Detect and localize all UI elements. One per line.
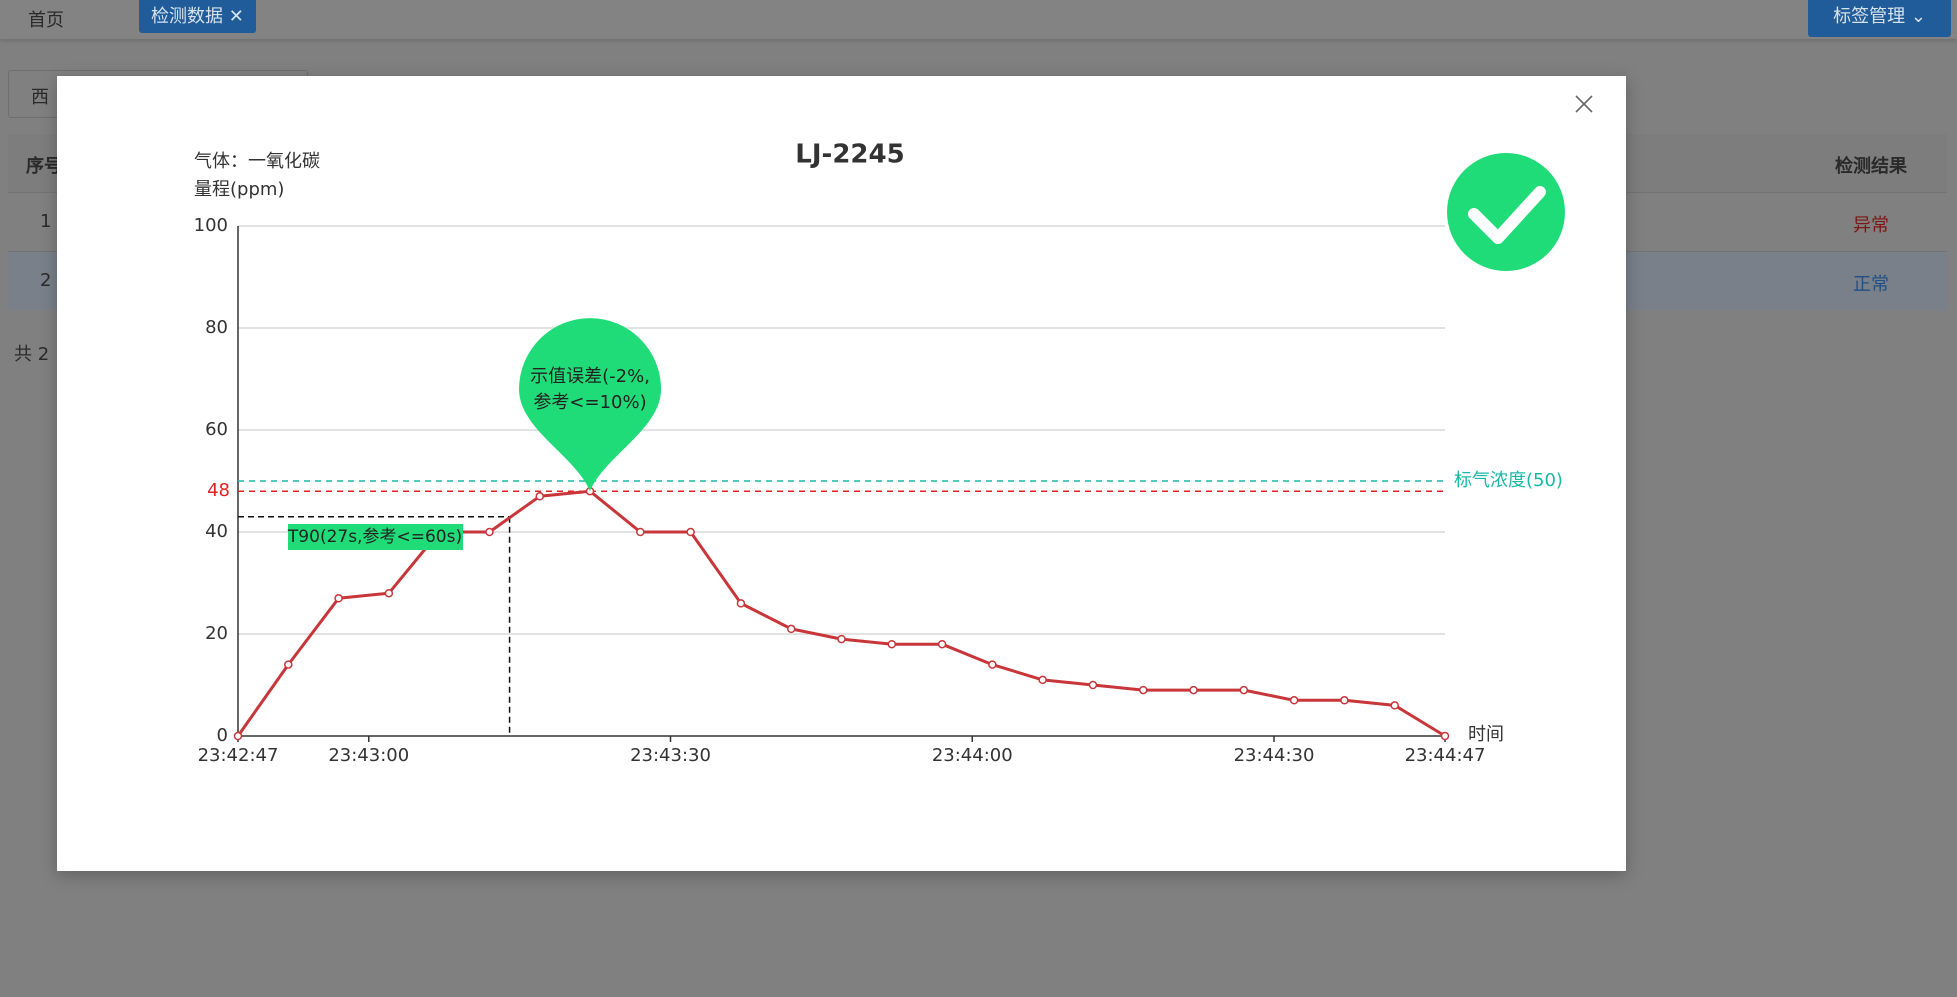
modal [57,76,1626,871]
tag-button[interactable]: 标签管理 ⌄ [1808,0,1951,37]
y-tick-label: 60 [205,419,228,440]
cell: 1 [40,211,52,232]
cell: 正常 [1853,274,1889,295]
tab-label: 检测数据 [151,6,223,27]
data-point [233,731,243,741]
data-point [1038,675,1047,685]
pass-icon [1447,153,1565,271]
x-tick-label: 23:43:30 [630,745,711,766]
data-point [1088,680,1098,690]
data-point [535,492,544,501]
data-point [1189,685,1198,695]
cell: 异常 [1853,215,1889,236]
data-point [837,634,846,644]
data-point [937,639,947,649]
data-point [1139,685,1148,695]
cell: 2 [40,270,52,291]
y-axis-label: 量程(ppm) [194,179,284,200]
header-cell: 检测结果 [1835,156,1907,177]
x-tick-label: 23:42:47 [198,745,279,766]
mark-line-label: 48 [207,480,230,501]
chart-title: LJ-2245 [795,140,904,170]
mark-line-label: 标气浓度(50) [1454,470,1563,491]
data-point [384,588,394,598]
pin-label: 参考<=10%) [533,392,646,413]
data-point [686,527,695,537]
y-tick-label: 40 [205,521,228,542]
data-point [988,660,997,669]
t90-label: T90(27s,参考<=60s) [287,527,462,547]
data-point [1390,701,1399,710]
tab-home[interactable]: 首页 [28,10,64,31]
x-tick-label: 23:44:30 [1234,745,1315,766]
data-point [334,594,343,603]
y-tick-label: 80 [205,317,228,338]
pin-label: 示值误差(-2%, [530,366,650,387]
button-label: 标签管理 [1833,6,1906,27]
filter-text: 西 [31,87,49,108]
data-point [485,527,494,537]
data-point [1440,731,1450,741]
header-cell: 序号 [26,156,62,177]
pin [519,318,662,492]
total-count: 共 2 [14,344,50,365]
gas-label: 气体：一氧化碳 [194,151,320,172]
y-tick-label: 100 [194,215,228,236]
close-button[interactable] [1575,95,1593,113]
data-point [736,599,746,608]
x-tick-label: 23:44:00 [932,745,1013,766]
data-point [636,527,645,537]
tab-active[interactable]: 检测数据 ✕ [139,0,256,33]
top-bar [0,0,1957,39]
data-point [887,639,897,649]
y-tick-label: 0 [217,725,228,746]
data-point [1239,685,1249,695]
x-tick-label: 23:44:47 [1405,745,1486,766]
data-point [284,660,293,669]
data-point [1289,696,1299,705]
data-point [1340,696,1349,705]
t90-label-box [288,524,463,550]
x-tick-label: 23:43:00 [328,745,409,766]
y-tick-label: 20 [205,623,228,644]
x-axis-label: 时间 [1468,724,1504,745]
data-point [786,624,796,634]
pass-check [1468,186,1546,244]
